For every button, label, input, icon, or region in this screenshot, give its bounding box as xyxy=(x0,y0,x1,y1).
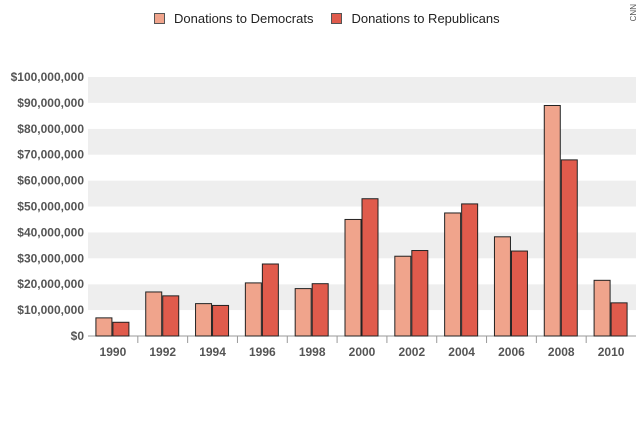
x-tick-label: 1992 xyxy=(149,345,176,359)
bar-republicans xyxy=(610,302,628,337)
y-tick-label: $60,000,000 xyxy=(17,174,84,188)
y-tick-label: $10,000,000 xyxy=(17,303,84,317)
bar-republicans xyxy=(461,203,479,337)
y-tick-label: $40,000,000 xyxy=(17,225,84,239)
y-tick-label: $30,000,000 xyxy=(17,251,84,265)
bar-democrats xyxy=(244,282,262,337)
bar-democrats xyxy=(294,288,312,337)
bar-republicans xyxy=(261,263,279,337)
legend-item-democrats: Donations to Democrats xyxy=(154,11,313,26)
legend-item-republicans: Donations to Republicans xyxy=(331,11,500,26)
y-tick-label: $100,000,000 xyxy=(11,70,85,84)
grid-band xyxy=(88,77,636,103)
bar-democrats xyxy=(394,255,412,337)
bar-democrats xyxy=(593,279,611,337)
legend-label-republicans: Donations to Republicans xyxy=(351,11,500,26)
bar-republicans xyxy=(361,198,379,337)
bar-democrats xyxy=(543,104,561,337)
x-tick-label: 2004 xyxy=(448,345,475,359)
bar-democrats xyxy=(493,236,511,337)
x-tick-label: 2002 xyxy=(398,345,425,359)
bar-democrats xyxy=(195,303,213,337)
y-tick-label: $80,000,000 xyxy=(17,122,84,136)
x-tick-label: 2000 xyxy=(349,345,376,359)
bar-democrats xyxy=(444,212,462,337)
bar-democrats xyxy=(95,317,113,337)
legend: Donations to Democrats Donations to Repu… xyxy=(154,11,518,26)
y-tick-label: $90,000,000 xyxy=(17,96,84,110)
x-tick-label: 2006 xyxy=(498,345,525,359)
x-tick-label: 1998 xyxy=(299,345,326,359)
bar-republicans xyxy=(112,321,130,337)
bar-republicans xyxy=(560,159,578,337)
y-tick-label: $70,000,000 xyxy=(17,148,84,162)
x-tick-label: 1994 xyxy=(199,345,226,359)
bar-democrats xyxy=(145,291,163,337)
bar-republicans xyxy=(162,295,180,337)
bar-republicans xyxy=(510,250,528,337)
y-tick-label: $20,000,000 xyxy=(17,277,84,291)
bar-republicans xyxy=(411,250,429,337)
y-tick-label: $0 xyxy=(71,329,85,343)
legend-label-democrats: Donations to Democrats xyxy=(174,11,314,26)
bar-democrats xyxy=(344,218,362,337)
bar-republicans xyxy=(212,304,230,337)
legend-swatch-democrats xyxy=(154,13,165,24)
bar-republicans xyxy=(311,283,329,337)
x-tick-label: 2008 xyxy=(548,345,575,359)
x-tick-label: 1996 xyxy=(249,345,276,359)
legend-swatch-republicans xyxy=(331,13,343,24)
x-tick-label: 1990 xyxy=(100,345,127,359)
x-tick-label: 2010 xyxy=(598,345,625,359)
y-tick-label: $50,000,000 xyxy=(17,200,84,214)
